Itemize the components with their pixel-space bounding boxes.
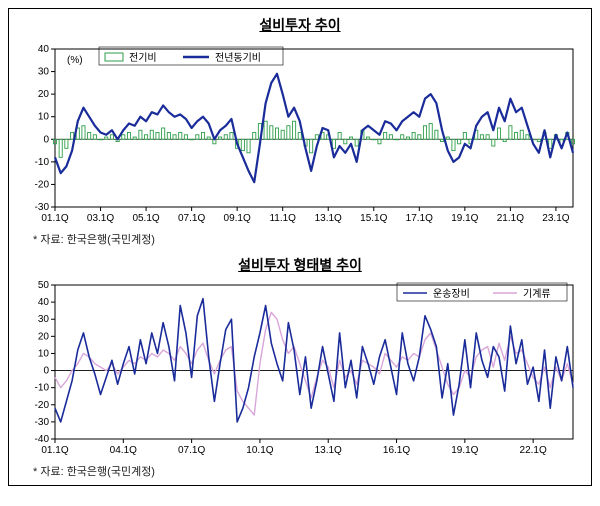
chart2-title: 설비투자 형태별 추이 [15, 255, 585, 275]
svg-text:20: 20 [38, 89, 50, 100]
svg-text:운송장비: 운송장비 [433, 288, 470, 300]
svg-text:10: 10 [38, 112, 50, 123]
svg-text:10.1Q: 10.1Q [246, 445, 273, 456]
svg-text:-30: -30 [35, 202, 50, 213]
svg-text:30: 30 [38, 67, 50, 78]
svg-text:13.1Q: 13.1Q [315, 213, 342, 224]
chart1-title: 설비투자 추이 [15, 15, 585, 35]
svg-text:04.1Q: 04.1Q [110, 445, 137, 456]
svg-text:-20: -20 [35, 400, 50, 411]
svg-text:전년동기비: 전년동기비 [215, 52, 261, 64]
svg-text:21.1Q: 21.1Q [497, 213, 524, 224]
svg-text:(%): (%) [67, 55, 83, 66]
svg-text:07.1Q: 07.1Q [178, 445, 205, 456]
svg-text:05.1Q: 05.1Q [132, 213, 159, 224]
svg-text:50: 50 [38, 280, 50, 291]
svg-text:09.1Q: 09.1Q [224, 213, 251, 224]
svg-text:전기비: 전기비 [129, 52, 157, 64]
svg-text:01.1Q: 01.1Q [41, 213, 68, 224]
svg-text:23.1Q: 23.1Q [542, 213, 569, 224]
svg-text:10: 10 [38, 348, 50, 359]
svg-text:03.1Q: 03.1Q [87, 213, 114, 224]
svg-text:-20: -20 [35, 179, 50, 190]
svg-text:19.1Q: 19.1Q [451, 445, 478, 456]
svg-text:-10: -10 [35, 157, 50, 168]
svg-text:40: 40 [38, 44, 50, 55]
chart1-plot: -30 -20 -10 0 10 20 30 40 01.1Q 03.1Q 05.1Q 07.1Q 09… [15, 39, 581, 229]
svg-text:-10: -10 [35, 383, 50, 394]
svg-text:16.1Q: 16.1Q [383, 445, 410, 456]
chart2-plot: -40 -30 -20 -10 0 10 20 30 40 50 01.1Q 04.1Q 07.1Q 10… [15, 279, 581, 461]
svg-text:-30: -30 [35, 417, 50, 428]
svg-text:20: 20 [38, 331, 50, 342]
svg-text:기계류: 기계류 [523, 288, 551, 300]
svg-text:17.1Q: 17.1Q [406, 213, 433, 224]
chart1-source: * 자료: 한국은행(국민계정) [33, 231, 585, 247]
svg-text:30: 30 [38, 314, 50, 325]
svg-text:40: 40 [38, 297, 50, 308]
chart2-source: * 자료: 한국은행(국민계정) [33, 463, 585, 479]
svg-text:07.1Q: 07.1Q [178, 213, 205, 224]
svg-text:11.1Q: 11.1Q [269, 213, 296, 224]
svg-text:0: 0 [43, 134, 49, 145]
svg-text:19.1Q: 19.1Q [451, 213, 478, 224]
svg-text:15.1Q: 15.1Q [360, 213, 387, 224]
svg-text:0: 0 [43, 366, 49, 377]
svg-text:22.1Q: 22.1Q [520, 445, 547, 456]
svg-text:01.1Q: 01.1Q [41, 445, 68, 456]
svg-text:-40: -40 [35, 434, 50, 445]
page-frame: 설비투자 추이 -30 -20 -10 0 10 20 30 40 01.1Q 03.1Q 05.1… [8, 8, 592, 486]
svg-text:13.1Q: 13.1Q [315, 445, 342, 456]
